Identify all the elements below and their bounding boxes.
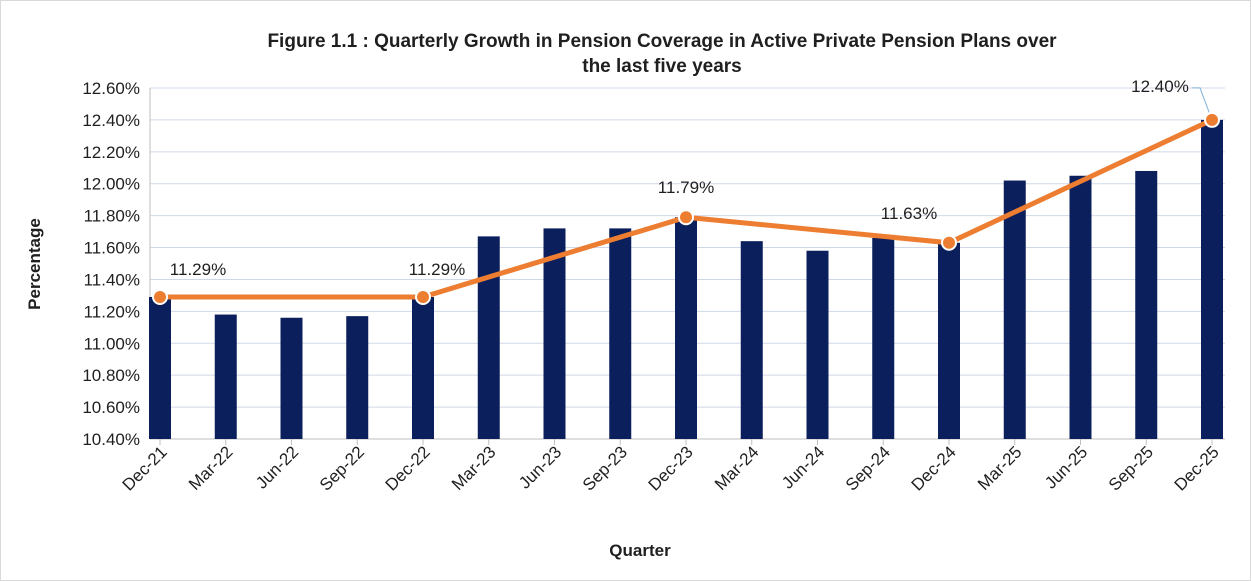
grid: [149, 87, 1225, 445]
y-tick-label: 11.20%: [84, 302, 140, 321]
line-marker: [941, 234, 957, 251]
bar: [675, 217, 697, 439]
bar: [214, 314, 237, 439]
line-marker: [415, 289, 431, 306]
line-marker: [152, 289, 168, 306]
y-tick-label: 10.60%: [82, 398, 140, 417]
y-tick-label: 11.40%: [84, 270, 140, 289]
bar: [1201, 119, 1223, 439]
bar: [543, 228, 566, 439]
bar: [149, 297, 171, 439]
data-label: 11.63%: [881, 204, 937, 223]
line-marker: [678, 209, 694, 226]
y-tick-label: 12.60%: [82, 79, 140, 98]
bars: [149, 119, 1223, 440]
bar: [1069, 175, 1092, 439]
bar: [609, 228, 632, 439]
overlay: 11.29% 11.29% 11.79% 11.63% 12.40%: [152, 77, 1220, 306]
bar: [872, 237, 895, 439]
data-label: 12.40%: [1131, 77, 1189, 96]
y-tick-label: 12.00%: [82, 175, 140, 194]
bar: [806, 250, 829, 439]
y-tick-label: 11.80%: [84, 207, 140, 226]
bar: [412, 297, 434, 439]
bar: [938, 242, 960, 439]
y-tick-label: 11.60%: [84, 239, 140, 258]
y-tick-label: 10.40%: [82, 430, 140, 449]
bar: [346, 316, 369, 439]
y-tick-label: 11.00%: [84, 334, 140, 353]
line-marker: [1204, 111, 1220, 128]
bar: [477, 236, 500, 439]
bar: [280, 317, 303, 439]
data-label: 11.29%: [170, 260, 226, 279]
y-tick-label: 12.40%: [82, 111, 140, 130]
y-axis-label: Percentage: [25, 218, 44, 310]
chart-title: the last five years: [582, 56, 741, 77]
leader-line: [1192, 87, 1213, 121]
bar: [740, 241, 763, 439]
data-label: 11.79%: [658, 178, 714, 197]
bar: [1135, 170, 1158, 440]
x-axis-label: Quarter: [609, 541, 671, 560]
y-tick-label: 10.80%: [82, 366, 140, 385]
chart-title: Figure 1.1 : Quarterly Growth in Pension…: [267, 31, 1057, 52]
bar: [1003, 180, 1026, 439]
data-label: 11.29%: [409, 260, 465, 279]
y-tick-label: 12.20%: [82, 143, 140, 162]
